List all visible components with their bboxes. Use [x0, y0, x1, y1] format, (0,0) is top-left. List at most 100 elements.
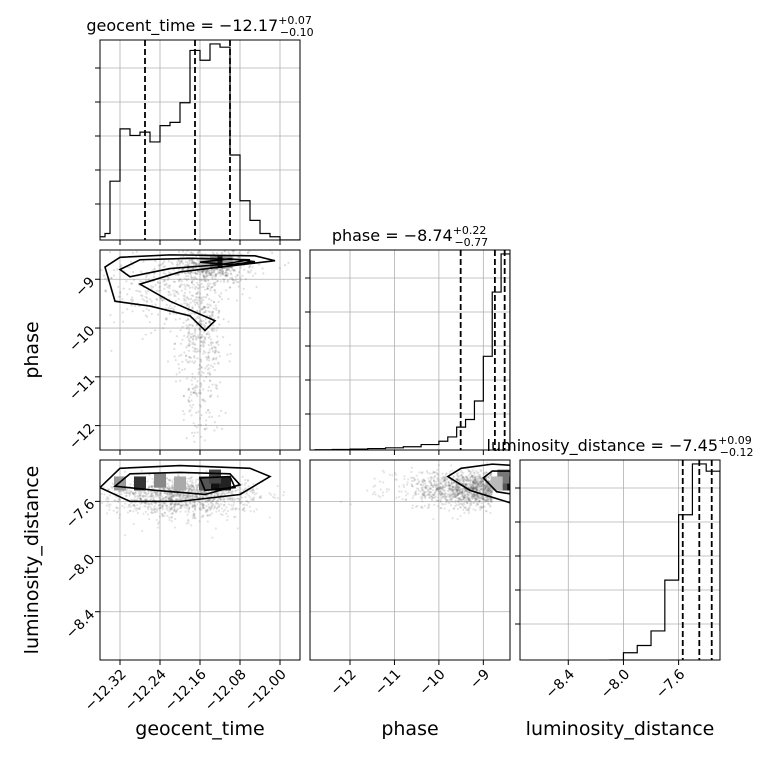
- geocent_time-vs-phase-point: [202, 243, 204, 245]
- geocent_time-vs-phase-point: [204, 288, 207, 291]
- geocent_time-vs-phase-point: [233, 269, 236, 272]
- geocent_time-vs-phase-point: [202, 269, 205, 272]
- phase-vs-luminosity_distance-point: [435, 483, 439, 486]
- geocent_time-vs-phase-point: [196, 380, 199, 383]
- geocent_time-vs-phase-point: [213, 270, 216, 273]
- phase-vs-luminosity_distance-point: [459, 473, 463, 476]
- phase-vs-luminosity_distance-point: [473, 482, 476, 485]
- geocent_time-vs-phase-point: [186, 263, 189, 266]
- phase-vs-luminosity_distance-point: [421, 479, 424, 482]
- geocent_time-vs-phase-point: [199, 323, 203, 326]
- geocent_time-xtick-label: −12.24: [122, 666, 170, 714]
- phase-vs-luminosity_distance-point: [467, 498, 470, 501]
- geocent_time-vs-phase-point: [223, 245, 225, 247]
- geocent_time-vs-phase-point: [211, 311, 215, 314]
- geocent_time-vs-luminosity_distance-point: [151, 495, 154, 498]
- geocent_time-vs-phase-point: [135, 250, 138, 253]
- phase-vs-luminosity_distance-frame: [309, 459, 511, 661]
- phase-vs-luminosity_distance-point: [476, 485, 479, 489]
- geocent_time-vs-luminosity_distance-point: [207, 507, 210, 510]
- phase-vs-luminosity_distance-point: [462, 497, 465, 500]
- phase-vs-luminosity_distance-point: [469, 500, 473, 503]
- phase-vs-luminosity_distance-point: [441, 492, 444, 496]
- geocent_time-vs-luminosity_distance-point: [171, 498, 174, 501]
- geocent_time-vs-luminosity_distance-point: [243, 503, 246, 506]
- phase-vs-luminosity_distance-point: [464, 482, 467, 485]
- geocent_time-vs-luminosity_distance-point: [124, 534, 127, 537]
- geocent_time-vs-phase-point: [207, 271, 210, 274]
- geocent_time-vs-luminosity_distance-point: [213, 506, 216, 509]
- geocent_time-vs-phase-point: [209, 286, 212, 289]
- geocent_time-vs-luminosity_distance-point: [133, 493, 136, 497]
- phase-vs-luminosity_distance-point: [480, 506, 483, 509]
- geocent_time-vs-luminosity_distance-point: [98, 495, 100, 497]
- phase-vs-luminosity_distance-point: [443, 492, 446, 495]
- phase-vs-luminosity_distance-point: [443, 489, 446, 493]
- phase-vs-luminosity_distance-point: [440, 497, 443, 500]
- geocent_time-vs-luminosity_distance-point: [226, 498, 229, 501]
- geocent_time-vs-luminosity_distance-point: [150, 494, 153, 497]
- phase-vs-luminosity_distance-point: [456, 489, 459, 492]
- phase-vs-luminosity_distance-point: [453, 496, 456, 499]
- geocent_time-vs-luminosity_distance-point: [169, 498, 172, 501]
- phase-vs-luminosity_distance-point: [463, 500, 466, 504]
- geocent_time-vs-phase-point: [168, 284, 171, 287]
- geocent_time-vs-phase-point: [198, 328, 201, 331]
- geocent_time-vs-luminosity_distance-point: [215, 500, 218, 503]
- geocent_time-vs-phase-point: [199, 382, 202, 385]
- phase-vs-luminosity_distance-point: [401, 498, 404, 501]
- geocent_time-vs-phase-point: [200, 336, 203, 339]
- geocent_time-vs-phase-point: [209, 274, 212, 277]
- geocent_time-vs-luminosity_distance-point: [218, 505, 221, 508]
- phase-vs-luminosity_distance-point: [413, 492, 416, 495]
- geocent_time-vs-phase-point: [211, 358, 214, 361]
- phase-vs-luminosity_distance-point: [417, 481, 420, 484]
- geocent_time-vs-phase-point: [212, 357, 215, 360]
- geocent_time-vs-phase-point: [186, 318, 190, 321]
- phase-vs-luminosity_distance-point: [477, 481, 480, 484]
- geocent_time-vs-phase-point: [205, 274, 208, 277]
- phase-vs-luminosity_distance-point: [456, 472, 459, 476]
- phase-vs-luminosity_distance-point: [480, 497, 483, 500]
- geocent_time-vs-luminosity_distance-point: [167, 486, 170, 489]
- geocent_time-vs-phase-point: [187, 334, 190, 337]
- geocent_time-vs-phase-point: [215, 426, 219, 429]
- phase-vs-luminosity_distance-point: [459, 498, 462, 501]
- geocent_time-vs-luminosity_distance-point: [179, 496, 182, 500]
- phase-vs-luminosity_distance-point: [436, 499, 439, 502]
- geocent_time-vs-phase-point: [212, 324, 215, 327]
- phase-vs-luminosity_distance-point: [434, 495, 437, 498]
- phase-vs-luminosity_distance-point: [443, 493, 446, 496]
- geocent_time-vs-luminosity_distance-point: [193, 516, 196, 520]
- geocent_time-vs-phase-point: [161, 298, 164, 301]
- geocent_time-vs-phase-point: [194, 335, 197, 338]
- geocent_time-vs-phase-point: [192, 337, 195, 340]
- phase-vs-luminosity_distance-point: [440, 491, 444, 495]
- geocent_time-vs-luminosity_distance-point: [170, 498, 173, 502]
- geocent_time-vs-phase-point: [198, 296, 201, 299]
- geocent_time-vs-phase-point: [234, 279, 237, 282]
- geocent_time-vs-phase-point: [204, 280, 207, 283]
- phase-vs-luminosity_distance-point: [452, 489, 455, 492]
- phase-vs-luminosity_distance-point: [472, 474, 475, 477]
- geocent_time-vs-luminosity_distance-point: [180, 505, 183, 508]
- phase-vs-luminosity_distance-point: [485, 488, 489, 491]
- geocent_time-vs-phase-point: [139, 290, 142, 294]
- geocent_time-vs-luminosity_distance-point: [225, 512, 228, 515]
- phase-vs-luminosity_distance-point: [480, 477, 483, 480]
- geocent_time-vs-phase-point: [207, 279, 210, 282]
- phase-vs-luminosity_distance-point: [472, 501, 475, 504]
- geocent_time-vs-luminosity_distance-point: [228, 497, 232, 500]
- geocent_time-vs-phase-point: [197, 316, 200, 319]
- phase-vs-luminosity_distance-point: [478, 499, 481, 502]
- geocent_time-vs-luminosity_distance-point: [210, 504, 213, 508]
- geocent_time-vs-luminosity_distance-point: [197, 491, 200, 494]
- geocent_time-vs-luminosity_distance-point: [188, 494, 191, 497]
- geocent_time-vs-luminosity_distance-point: [139, 494, 142, 497]
- geocent_time-vs-luminosity_distance-point: [139, 495, 142, 498]
- geocent_time-vs-luminosity_distance-point: [161, 498, 164, 501]
- geocent_time-vs-luminosity_distance-point: [159, 498, 162, 501]
- geocent_time-vs-luminosity_distance-point: [211, 502, 214, 506]
- phase-vs-luminosity_distance-point: [428, 503, 431, 506]
- phase-vs-luminosity_distance-point: [456, 486, 459, 489]
